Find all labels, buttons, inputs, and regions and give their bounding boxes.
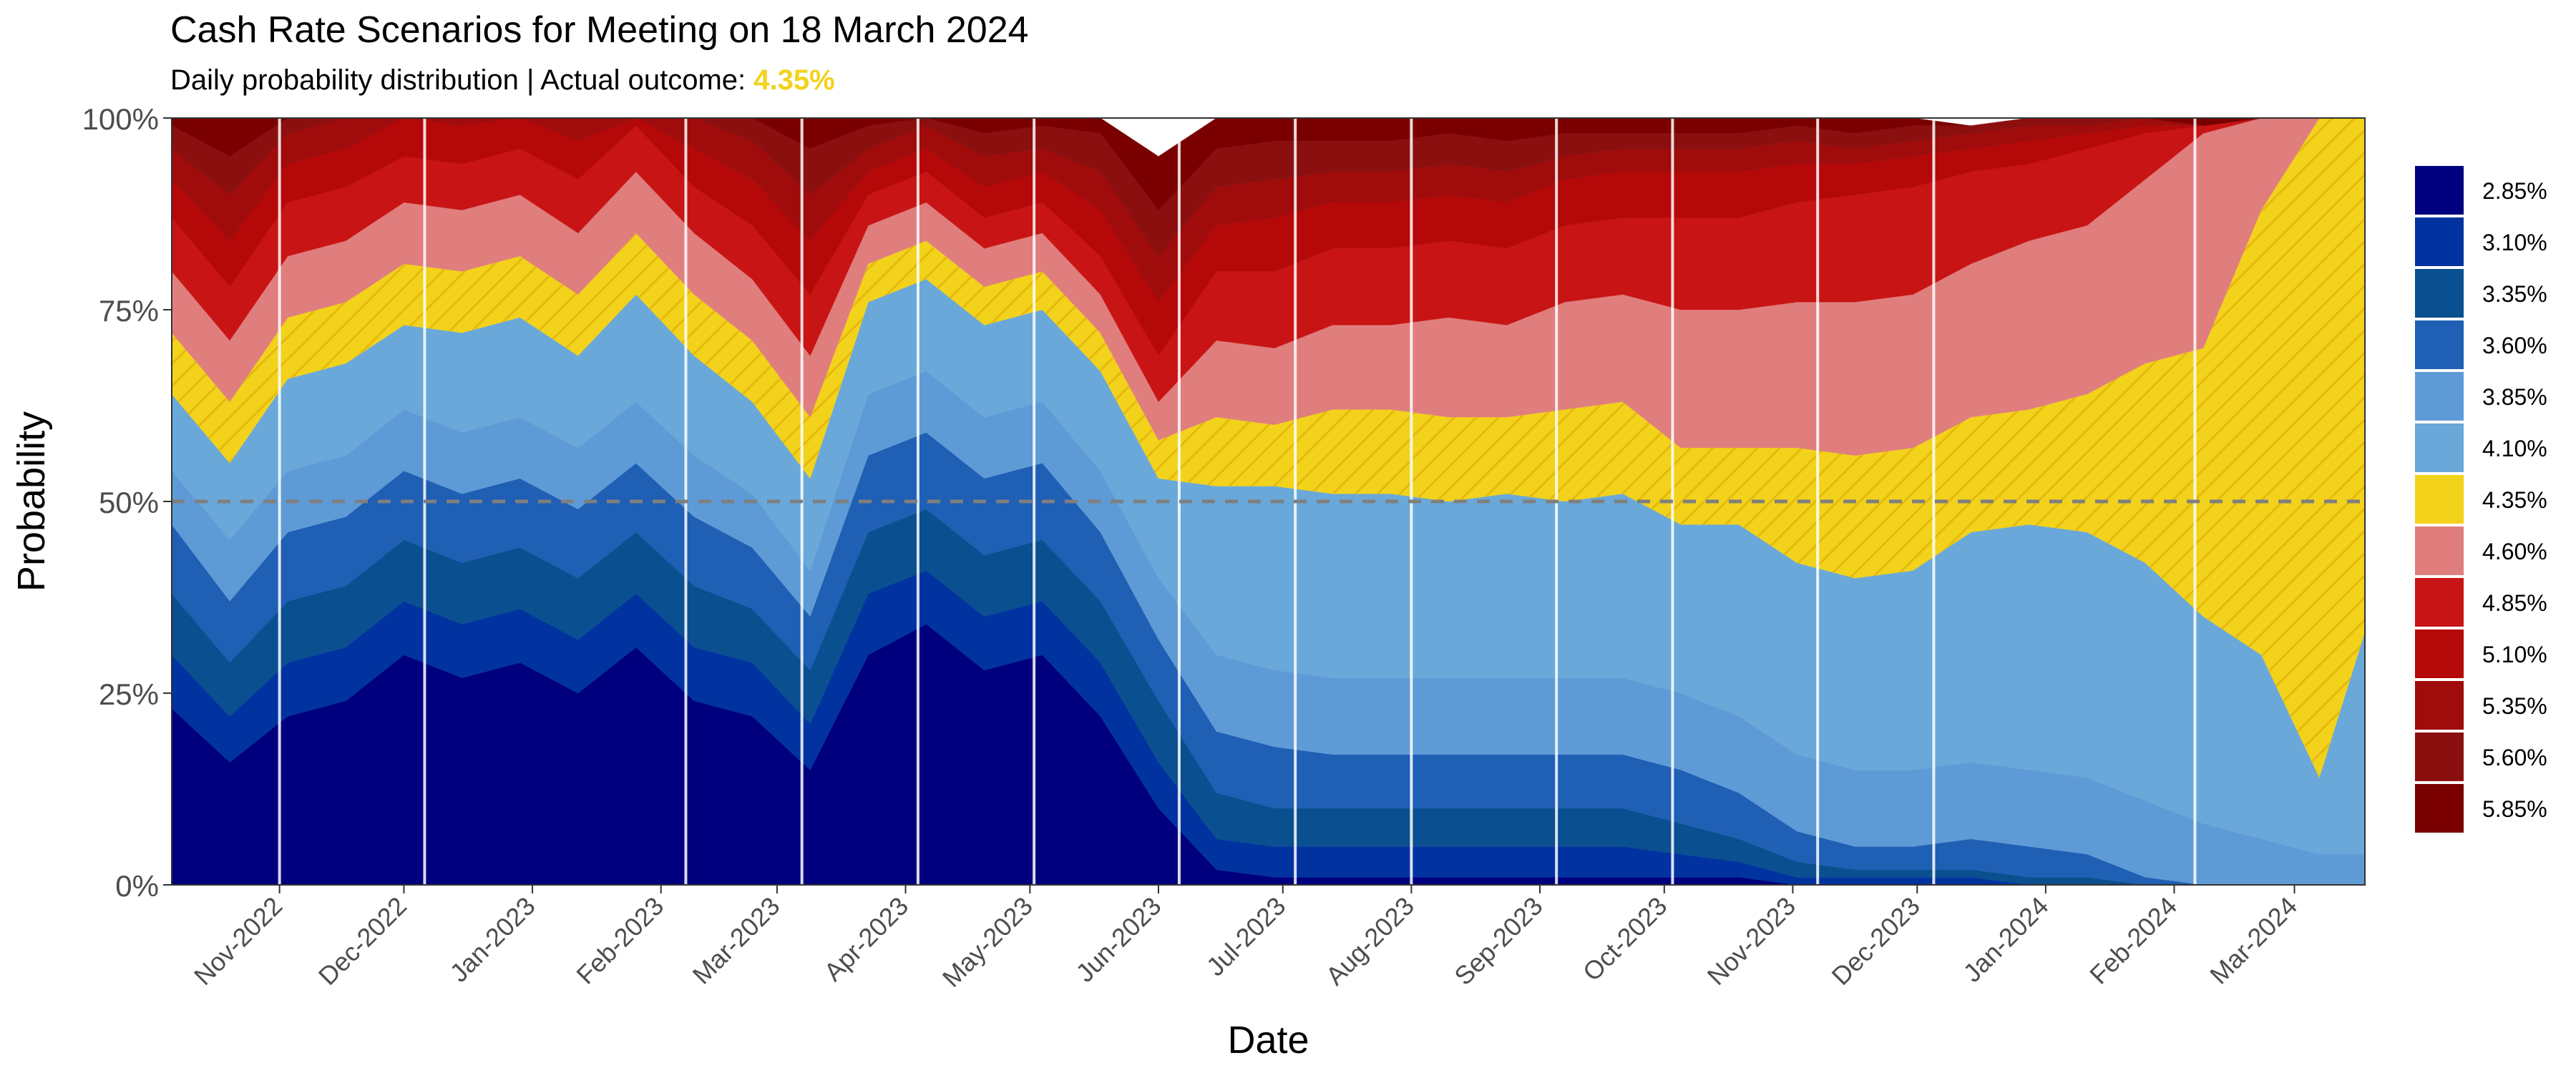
y-tick-label: 0% xyxy=(115,869,159,903)
x-tick-label: Mar-2023 xyxy=(687,891,786,990)
x-tick-label: Jan-2023 xyxy=(444,891,541,988)
legend-label: 3.35% xyxy=(2482,281,2547,307)
legend-key-3.60% xyxy=(2415,320,2464,369)
x-tick-label: Sep-2023 xyxy=(1448,891,1548,991)
legend-key-4.35% xyxy=(2415,475,2464,524)
x-tick-label: Dec-2022 xyxy=(313,891,412,991)
legend-label: 3.60% xyxy=(2482,333,2547,358)
y-axis-label: Probability xyxy=(10,411,53,592)
x-tick-label: Feb-2023 xyxy=(570,891,669,990)
x-axis-label: Date xyxy=(1227,1019,1309,1062)
y-tick-label: 100% xyxy=(82,102,159,136)
x-tick-label: Feb-2024 xyxy=(2084,891,2182,990)
chart-title: Cash Rate Scenarios for Meeting on 18 Ma… xyxy=(170,9,1029,51)
legend: 2.85% 3.10% 3.35% 3.60% 3.85% 4.10% 4.35% 4.60%… xyxy=(2415,166,2547,833)
subtitle-outcome: 4.35% xyxy=(753,64,835,96)
legend-label: 5.10% xyxy=(2482,642,2547,667)
legend-label: 5.85% xyxy=(2482,796,2547,822)
x-tick-label: Apr-2023 xyxy=(818,891,914,987)
y-tick-label: 25% xyxy=(99,677,159,711)
subtitle-prefix: Daily probability distribution | Actual … xyxy=(170,64,754,96)
legend-key-3.35% xyxy=(2415,269,2464,318)
legend-label: 5.35% xyxy=(2482,693,2547,719)
x-tick-label: Nov-2022 xyxy=(188,891,288,991)
legend-label: 3.85% xyxy=(2482,384,2547,410)
legend-key-4.10% xyxy=(2415,423,2464,472)
y-tick-label: 75% xyxy=(99,294,159,328)
legend-key-3.85% xyxy=(2415,372,2464,421)
chart-overlays xyxy=(172,118,2365,885)
x-tick-label: Jan-2024 xyxy=(1957,891,2054,988)
legend-key-5.10% xyxy=(2415,629,2464,678)
legend-label: 4.10% xyxy=(2482,436,2547,461)
x-tick-label: Nov-2023 xyxy=(1702,891,1801,991)
x-tick-label: Dec-2023 xyxy=(1826,891,1926,991)
x-tick-label: Aug-2023 xyxy=(1320,891,1420,991)
legend-label: 4.60% xyxy=(2482,539,2547,564)
x-tick-label: Jul-2023 xyxy=(1201,891,1292,982)
y-tick-label: 50% xyxy=(99,486,159,519)
legend-key-5.85% xyxy=(2415,784,2464,833)
legend-key-3.10% xyxy=(2415,217,2464,266)
chart-subtitle: Daily probability distribution | Actual … xyxy=(170,64,835,97)
x-tick-label: Mar-2024 xyxy=(2204,891,2303,990)
legend-label: 3.10% xyxy=(2482,230,2547,255)
legend-key-2.85% xyxy=(2415,166,2464,215)
legend-key-5.60% xyxy=(2415,733,2464,781)
legend-label: 4.85% xyxy=(2482,590,2547,616)
x-tick-label: Oct-2023 xyxy=(1577,891,1673,987)
x-tick-label: May-2023 xyxy=(937,891,1038,993)
legend-key-5.35% xyxy=(2415,681,2464,730)
legend-label: 4.35% xyxy=(2482,487,2547,513)
x-tick-label: Jun-2023 xyxy=(1070,891,1166,988)
legend-label: 2.85% xyxy=(2482,178,2547,204)
legend-key-4.60% xyxy=(2415,526,2464,575)
legend-label: 5.60% xyxy=(2482,745,2547,770)
legend-key-4.85% xyxy=(2415,578,2464,627)
